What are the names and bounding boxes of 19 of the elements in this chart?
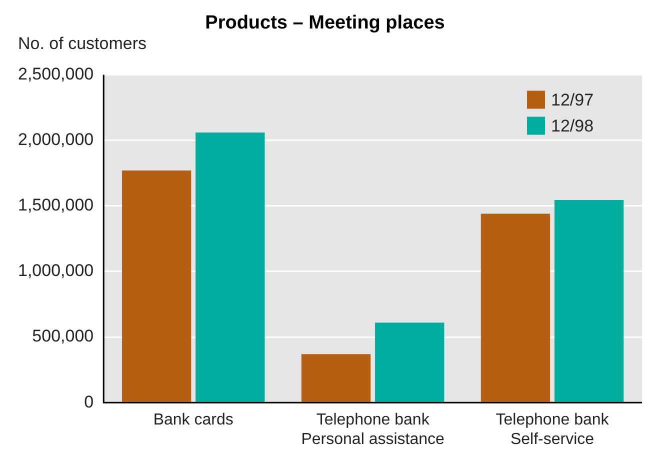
- y-tick-label: 1,500,000: [18, 196, 94, 215]
- bar: [480, 214, 550, 402]
- y-tick-label: 0: [84, 392, 94, 412]
- bar: [375, 322, 444, 402]
- legend-label: 12/97: [551, 90, 594, 110]
- bar: [122, 170, 192, 402]
- x-tick-label: Telephone bank Self-service: [496, 412, 610, 448]
- chart-title: Products – Meeting places: [205, 12, 445, 34]
- y-tick-label: 2,500,000: [18, 64, 94, 84]
- y-tick-label: 500,000: [32, 326, 94, 346]
- bar: [196, 132, 265, 402]
- y-axis-title: No. of customers: [18, 34, 146, 53]
- y-tick-label: 1,000,000: [18, 261, 94, 280]
- y-tick-label: 2,000,000: [18, 130, 94, 150]
- bar: [301, 354, 371, 402]
- x-tick-label: Telephone bank Personal assistance: [301, 412, 445, 448]
- x-tick-label: Bank cards: [153, 412, 234, 429]
- bar: [554, 200, 624, 402]
- legend-label: 12/98: [551, 116, 594, 136]
